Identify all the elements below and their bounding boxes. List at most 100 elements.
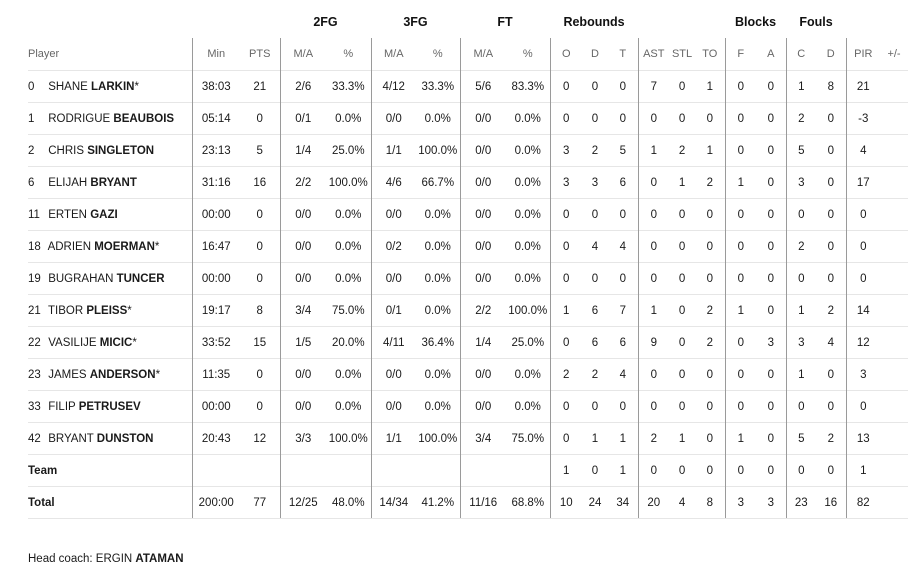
stat-foul-d: 0 [816, 454, 847, 487]
player-cell[interactable]: 0 SHANE LARKIN* [28, 70, 192, 103]
stat-2fg-pct: 20.0% [326, 326, 371, 359]
player-starter-mark: * [132, 336, 137, 349]
stat-reb-o: 0 [549, 198, 582, 231]
stat-2fg-pct: 25.0% [326, 134, 371, 167]
col-header-stl[interactable]: STL [671, 48, 693, 60]
col-header-reb-o[interactable]: O [549, 38, 582, 71]
player-number: 18 [28, 240, 41, 253]
col-header-3fg-pct[interactable]: % [432, 48, 443, 60]
stat-pts: 15 [240, 326, 280, 359]
stat-stl: 0 [669, 454, 696, 487]
stat-ft-ma: 11/16 [459, 486, 506, 519]
stat-blk-f: 0 [724, 102, 757, 135]
stat-3fg-ma: 0/0 [370, 262, 416, 295]
player-cell[interactable]: 22 VASILIJE MICIC* [28, 326, 192, 359]
column-header-row: Player Min PTS M/A% M/A% M/A% O D T AST STL TO F A C D P… [28, 38, 908, 71]
stat-2fg-ma [279, 454, 326, 487]
player-cell: Total [28, 486, 192, 519]
col-header-reb-d[interactable]: D [591, 48, 599, 60]
col-header-pts[interactable]: PTS [249, 48, 271, 60]
stat-ft-pct: 68.8% [506, 486, 550, 519]
player-cell[interactable]: 33 FILIP PETRUSEV [28, 390, 192, 423]
stat-ast: 0 [637, 358, 670, 391]
col-header-ft-pct[interactable]: % [522, 48, 533, 60]
total-row: Total 200:00 77 12/25 48.0% 14/34 41.2% 11/16 68… [28, 486, 909, 519]
stat-min: 16:47 [191, 230, 240, 263]
col-header-ast[interactable]: AST [637, 38, 670, 71]
col-header-pir[interactable]: PIR [845, 38, 881, 71]
stat-pts: 0 [240, 390, 280, 423]
stat-ft-pct: 0.0% [506, 390, 550, 423]
stat-ast: 7 [637, 70, 670, 103]
stat-2fg-pct: 0.0% [326, 358, 371, 391]
stat-blk-a: 0 [756, 390, 787, 423]
stat-ft-pct: 0.0% [506, 198, 550, 231]
player-cell[interactable]: 42 BRYANT DUNSTON [28, 422, 192, 455]
stat-min: 23:13 [191, 134, 240, 167]
stat-3fg-ma: 0/0 [370, 358, 416, 391]
stat-reb-d: 0 [582, 262, 608, 295]
stat-min: 00:00 [191, 262, 240, 295]
stat-stl: 4 [669, 486, 696, 519]
col-header-2fg-ma[interactable]: M/A [279, 38, 326, 71]
stat-pts: 0 [240, 358, 280, 391]
col-header-blk-a[interactable]: A [767, 48, 775, 60]
player-cell[interactable]: 6 ELIJAH BRYANT [28, 166, 192, 199]
stat-plus-minus [880, 486, 909, 519]
stat-foul-c: 2 [785, 230, 817, 263]
stat-blk-a: 3 [756, 486, 787, 519]
stat-ft-ma: 0/0 [459, 230, 506, 263]
stat-reb-o: 3 [549, 134, 582, 167]
stat-2fg-ma: 0/0 [279, 198, 326, 231]
player-cell[interactable]: 1 RODRIGUE BEAUBOIS [28, 102, 192, 135]
col-header-foul-d[interactable]: D [826, 48, 835, 60]
col-header-to[interactable]: TO [702, 48, 718, 60]
col-header-min[interactable]: Min [191, 38, 240, 71]
stat-blk-f: 1 [724, 422, 757, 455]
col-header-player[interactable]: Player [28, 48, 60, 60]
col-header-ft-ma[interactable]: M/A [459, 38, 506, 71]
stat-blk-a: 0 [756, 102, 787, 135]
col-header-2fg-pct[interactable]: % [343, 48, 354, 60]
player-cell[interactable]: 18 ADRIEN MOERMAN* [28, 230, 192, 263]
player-number: 19 [28, 272, 41, 285]
stat-ft-ma: 0/0 [459, 262, 506, 295]
stat-blk-f: 0 [724, 70, 757, 103]
stat-foul-c: 0 [785, 262, 817, 295]
stat-stl: 0 [669, 358, 696, 391]
player-cell[interactable]: 21 TIBOR PLEISS* [28, 294, 192, 327]
stat-blk-a: 0 [756, 294, 787, 327]
player-first-name: JAMES [48, 368, 87, 381]
stat-pir: 1 [845, 454, 881, 487]
stat-3fg-pct: 100.0% [416, 134, 460, 167]
col-header-reb-t[interactable]: T [619, 48, 627, 60]
stat-ft-pct: 0.0% [506, 230, 550, 263]
player-number: 22 [28, 336, 41, 349]
player-cell[interactable]: 2 CHRIS SINGLETON [28, 134, 192, 167]
stat-stl: 0 [669, 70, 696, 103]
col-header-plus-minus[interactable]: +/- [887, 48, 901, 60]
stat-reb-d: 3 [582, 166, 608, 199]
player-row: 2 CHRIS SINGLETON 23:13 5 1/4 25.0% 1/1 100.0%… [28, 134, 909, 167]
col-header-3fg-ma[interactable]: M/A [370, 38, 416, 71]
stat-3fg-pct: 0.0% [416, 294, 460, 327]
stat-plus-minus [880, 390, 909, 423]
stat-plus-minus [880, 294, 909, 327]
stat-pir: 12 [845, 326, 881, 359]
stat-to: 0 [695, 102, 726, 135]
player-cell[interactable]: 19 BUGRAHAN TUNCER [28, 262, 192, 295]
player-cell[interactable]: 23 JAMES ANDERSON* [28, 358, 192, 391]
player-last-name: BEAUBOIS [113, 112, 175, 125]
col-header-blk-f[interactable]: F [724, 38, 757, 71]
stat-reb-t: 0 [608, 262, 639, 295]
stat-reb-d: 4 [582, 230, 608, 263]
player-first-name: ADRIEN [47, 240, 92, 253]
player-row: 21 TIBOR PLEISS* 19:17 8 3/4 75.0% 0/1 0.0% 2/2… [28, 294, 909, 327]
col-header-foul-c[interactable]: C [785, 38, 817, 71]
player-cell[interactable]: 11 ERTEN GAZI [28, 198, 192, 231]
stat-reb-o: 0 [549, 102, 582, 135]
stat-pts: 0 [240, 198, 280, 231]
stat-blk-f: 0 [724, 262, 757, 295]
head-coach: Head coach: ERGIN ATAMAN [28, 553, 184, 565]
stat-foul-d: 8 [816, 70, 847, 103]
